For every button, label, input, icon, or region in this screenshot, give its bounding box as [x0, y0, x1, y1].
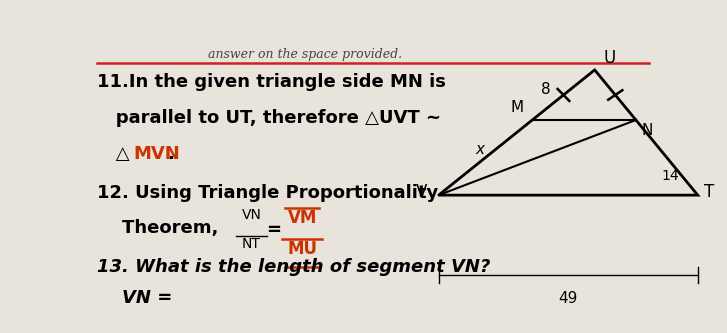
- Text: M: M: [510, 100, 523, 115]
- Text: T: T: [704, 183, 714, 201]
- Text: U: U: [603, 49, 616, 67]
- Text: answer on the space provided.: answer on the space provided.: [208, 48, 402, 61]
- Text: △: △: [97, 145, 129, 163]
- Text: x: x: [475, 142, 484, 157]
- Text: MVN: MVN: [133, 145, 180, 163]
- Text: NT: NT: [242, 237, 261, 251]
- Text: 13. What is the length of segment VN?: 13. What is the length of segment VN?: [97, 258, 490, 276]
- Text: 49: 49: [558, 291, 578, 306]
- Text: VM: VM: [287, 209, 317, 227]
- Text: 14: 14: [661, 169, 678, 183]
- Text: VN =: VN =: [97, 289, 172, 307]
- Text: MU: MU: [287, 240, 317, 258]
- Text: N: N: [642, 123, 653, 138]
- Text: .: .: [167, 145, 174, 163]
- Text: parallel to UT, therefore △UVT ~: parallel to UT, therefore △UVT ~: [97, 109, 441, 127]
- Text: V: V: [416, 183, 427, 201]
- Text: Theorem,: Theorem,: [97, 219, 218, 237]
- Text: =: =: [267, 221, 281, 239]
- Text: VN: VN: [241, 208, 262, 222]
- Text: 11.In the given triangle side MN is: 11.In the given triangle side MN is: [97, 73, 446, 91]
- Text: 8: 8: [541, 82, 550, 97]
- Text: 12. Using Triangle Proportionality: 12. Using Triangle Proportionality: [97, 183, 438, 201]
